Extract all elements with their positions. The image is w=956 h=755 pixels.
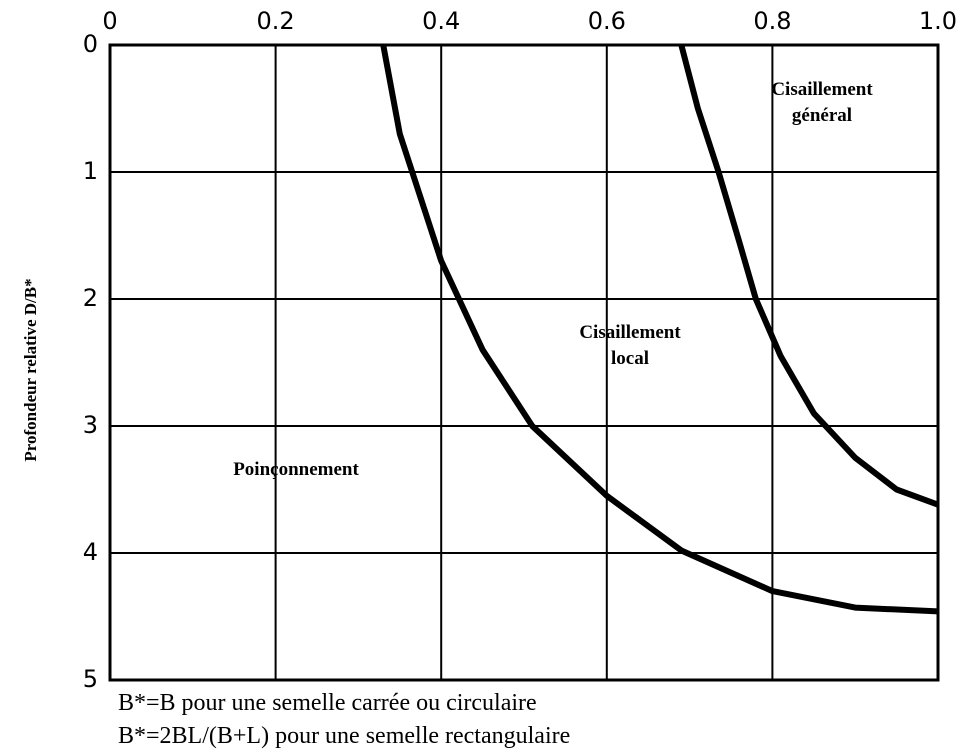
annotation: Cisaillement (771, 79, 873, 100)
x-tick-label: 0.4 (422, 7, 460, 35)
annotation: Cisaillement (579, 322, 681, 343)
y-tick-label: 1 (83, 157, 98, 185)
annotation: local (611, 348, 649, 369)
x-tick-label: 0.8 (753, 7, 791, 35)
annotation: général (792, 105, 852, 126)
y-axis-label: Profondeur relative D/B* (21, 278, 40, 461)
note: B*=2BL/(B+L) pour une semelle rectangula… (118, 723, 570, 749)
y-tick-label: 5 (83, 665, 98, 693)
y-tick-label: 2 (83, 284, 98, 312)
x-tick-label: 0.2 (257, 7, 295, 35)
plot-frame (108, 43, 940, 682)
y-tick-label: 0 (83, 30, 98, 58)
y-tick-label: 4 (83, 538, 98, 566)
annotation: Poinçonnement (233, 459, 359, 480)
curve (380, 44, 939, 615)
x-tick-label: 0.6 (588, 7, 626, 35)
note: B*=B pour une semelle carrée ou circulai… (118, 690, 537, 716)
y-tick-label: 3 (83, 411, 98, 439)
x-tick-label: 0 (102, 7, 117, 35)
x-tick-label: 1.0 (919, 7, 956, 35)
curve (678, 44, 940, 508)
